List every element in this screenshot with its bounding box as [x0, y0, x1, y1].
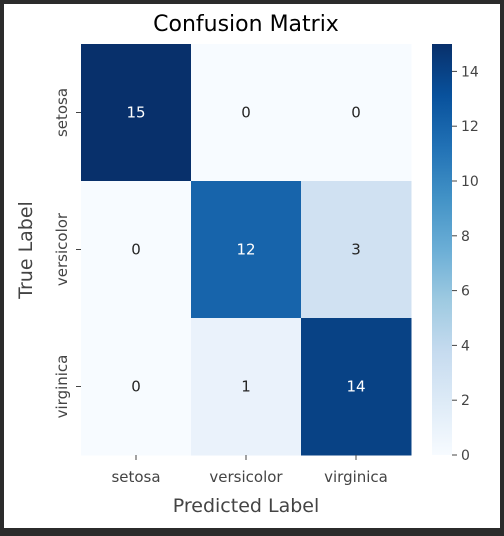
x-axis-title: Predicted Label [173, 495, 320, 517]
heatmap-cell [301, 318, 412, 456]
confusion-matrix-chart: Confusion Matrix 15 0 0 0 12 3 0 1 14 setosa vers… [15, 12, 479, 517]
y-axis-title: True Label [15, 201, 37, 300]
cell-value-label: 12 [236, 241, 255, 259]
colorbar-ticks: 0 2 4 6 8 10 12 14 [452, 64, 479, 464]
heatmap-cell [81, 44, 192, 182]
x-tick-label: setosa [111, 468, 160, 486]
cell-value-label: 0 [241, 104, 251, 122]
cell-value-label: 3 [351, 241, 361, 259]
heatmap-cell [191, 318, 302, 456]
y-tick-label: setosa [53, 88, 71, 137]
heatmap-cell [301, 44, 412, 182]
x-axis-ticks: setosa versicolor virginica [111, 455, 388, 486]
cell-value-label: 14 [346, 378, 365, 396]
heatmap-cell [191, 181, 302, 319]
cell-value-label: 1 [241, 378, 251, 396]
y-axis-ticks: setosa versicolor virginica [53, 88, 81, 418]
colorbar-tick-label: 14 [461, 64, 479, 80]
y-tick-label: versicolor [53, 212, 71, 286]
colorbar-tick-label: 12 [461, 119, 479, 135]
heatmap-cell [81, 181, 192, 319]
colorbar-tick-label: 4 [461, 338, 470, 354]
colorbar-tick-label: 6 [461, 284, 470, 300]
heatmap-cell [81, 318, 192, 456]
cell-value-label: 0 [131, 241, 141, 259]
y-tick-label: virginica [53, 355, 71, 419]
heatmap-cell [191, 44, 302, 182]
cell-value-label: 0 [131, 378, 141, 396]
x-tick-label: virginica [324, 468, 388, 486]
colorbar-tick-label: 0 [461, 448, 470, 464]
colorbar-tick-label: 8 [461, 229, 470, 245]
figure: Confusion Matrix 15 0 0 0 12 3 0 1 14 setosa vers… [4, 4, 500, 528]
heatmap-cell [301, 181, 412, 319]
chart-title: Confusion Matrix [153, 12, 339, 37]
colorbar [432, 44, 452, 455]
cell-value-label: 0 [351, 104, 361, 122]
x-tick-label: versicolor [209, 468, 283, 486]
heatmap-cells: 15 0 0 0 12 3 0 1 14 [81, 44, 412, 456]
colorbar-tick-label: 10 [461, 174, 479, 190]
colorbar-tick-label: 2 [461, 393, 470, 409]
cell-value-label: 15 [126, 104, 145, 122]
